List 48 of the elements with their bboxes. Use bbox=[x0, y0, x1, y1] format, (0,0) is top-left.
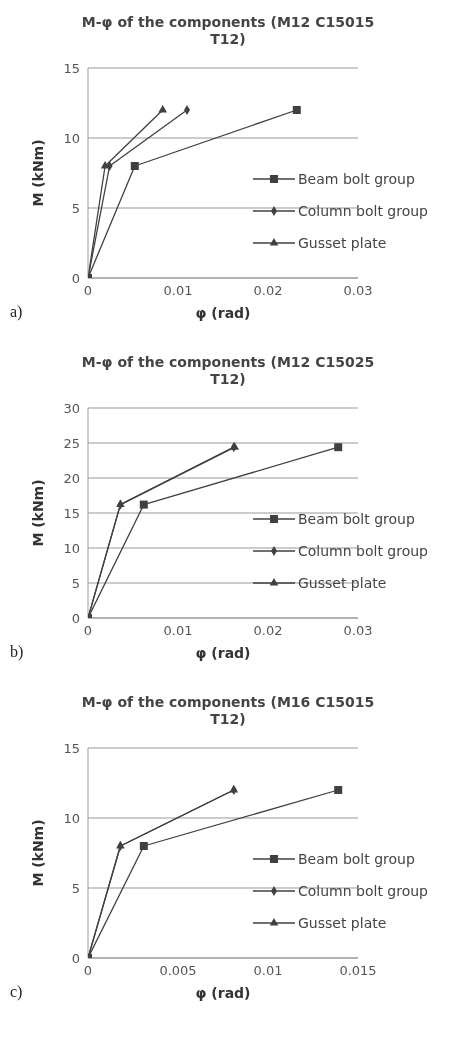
chart-title: M-φ of the components (M12 C15015 T12) bbox=[80, 14, 376, 48]
y-tick-label: 5 bbox=[71, 200, 80, 216]
y-tick-label: 25 bbox=[63, 435, 80, 451]
y-tick-label: 0 bbox=[71, 950, 80, 966]
y-tick-label: 5 bbox=[71, 575, 80, 591]
x-tick-label: 0.02 bbox=[253, 283, 283, 299]
x-tick-label: 0 bbox=[83, 963, 93, 979]
y-tick-label: 15 bbox=[63, 505, 80, 521]
x-tick-label: 0.03 bbox=[343, 623, 373, 639]
x-tick-label: 0.01 bbox=[253, 963, 283, 979]
text: b) bbox=[10, 643, 24, 661]
y-tick-label: 5 bbox=[71, 880, 80, 896]
x-tick-label: 0.02 bbox=[253, 623, 283, 639]
chart-title: M-φ of the components (M16 C15015 T12) bbox=[80, 694, 376, 728]
y-tick-label: 15 bbox=[63, 740, 80, 756]
legend-label: Beam bolt group bbox=[298, 171, 415, 187]
x-tick-label: 0.03 bbox=[343, 283, 373, 299]
x-tick-label: 0.005 bbox=[159, 963, 197, 979]
y-axis-title: M (kNm) bbox=[29, 819, 46, 887]
x-tick-label: 0 bbox=[83, 623, 93, 639]
legend-label: Beam bolt group bbox=[298, 511, 415, 527]
legend-label: Column bolt group bbox=[298, 543, 429, 559]
y-axis-title: M (kNm) bbox=[29, 139, 46, 207]
chart-title: M-φ of the components (M12 C15025 T12) bbox=[80, 354, 376, 388]
x-axis-title: φ (rad) bbox=[195, 985, 251, 1001]
legend-label: Column bolt group bbox=[298, 883, 429, 899]
x-tick-label: 0 bbox=[83, 283, 93, 299]
y-tick-label: 30 bbox=[63, 400, 80, 416]
y-tick-label: 10 bbox=[63, 130, 80, 146]
y-tick-label: 0 bbox=[71, 270, 80, 286]
x-tick-label: 0.015 bbox=[339, 963, 377, 979]
y-tick-label: 10 bbox=[63, 540, 80, 556]
legend-label: Column bolt group bbox=[298, 203, 429, 219]
y-tick-label: 20 bbox=[63, 470, 80, 486]
x-axis-title: φ (rad) bbox=[195, 305, 251, 321]
y-tick-label: 15 bbox=[63, 60, 80, 76]
y-axis-title: M (kNm) bbox=[29, 479, 46, 547]
text: a) bbox=[10, 303, 23, 321]
x-tick-label: 0.01 bbox=[163, 623, 193, 639]
text: c) bbox=[10, 983, 23, 1001]
x-tick-label: 0.01 bbox=[163, 283, 193, 299]
legend-label: Beam bolt group bbox=[298, 851, 415, 867]
y-tick-label: 0 bbox=[71, 610, 80, 626]
legend-label: Gusset plate bbox=[298, 915, 387, 931]
legend-label: Gusset plate bbox=[298, 235, 387, 251]
x-axis-title: φ (rad) bbox=[195, 645, 251, 661]
y-tick-label: 10 bbox=[63, 810, 80, 826]
legend-label: Gusset plate bbox=[298, 575, 387, 591]
